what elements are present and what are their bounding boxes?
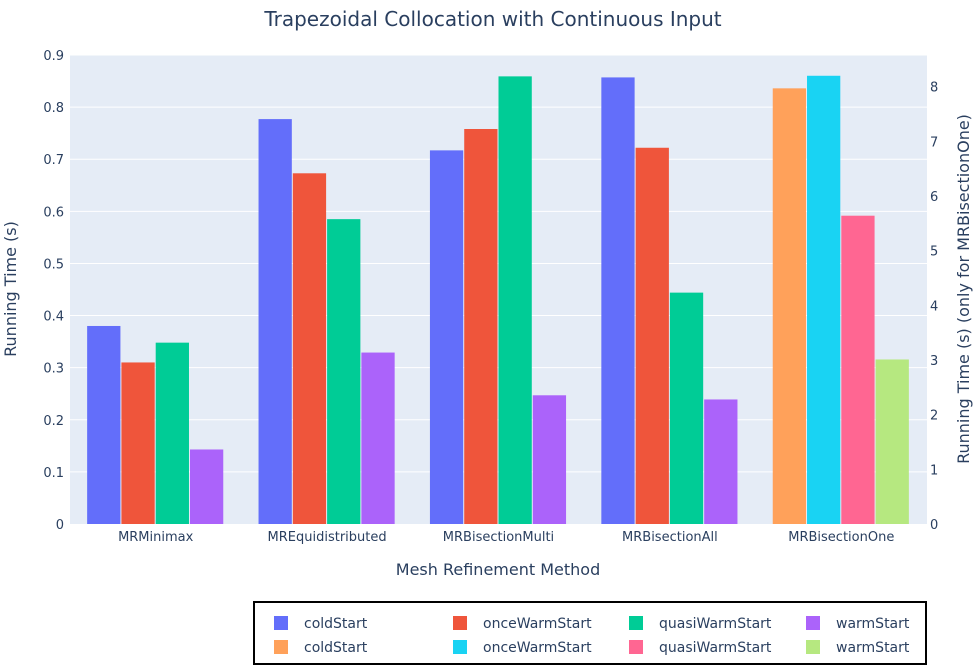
legend-item: onceWarmStart bbox=[453, 640, 592, 656]
bar-onceWarmStart-MRMinimax bbox=[121, 362, 155, 524]
legend-label: quasiWarmStart bbox=[659, 616, 772, 632]
y2-axis-title: Running Time (s) (only for MRBisectionOn… bbox=[954, 114, 973, 464]
y2-tick-label: 5 bbox=[930, 245, 938, 260]
y2-tick-label: 0 bbox=[930, 518, 938, 533]
bar-coldStart-MRBisectionMulti bbox=[429, 150, 464, 524]
legend-label: warmStart bbox=[836, 640, 910, 656]
bars bbox=[87, 75, 909, 525]
legend-item: warmStart bbox=[806, 640, 910, 656]
bar-onceWarmStart-MRBisectionOne bbox=[807, 75, 841, 525]
legend-item: quasiWarmStart bbox=[629, 640, 772, 656]
legend-swatch bbox=[806, 616, 820, 630]
bar-onceWarmStart-MRBisectionMulti bbox=[464, 128, 498, 524]
legend-label: coldStart bbox=[304, 640, 368, 656]
legend-swatch bbox=[806, 640, 820, 654]
y-tick-label: 0.9 bbox=[43, 49, 64, 64]
legend-swatch bbox=[629, 640, 643, 654]
y-tick-label: 0.6 bbox=[43, 205, 64, 220]
x-tick-label: MRMinimax bbox=[118, 530, 194, 545]
y2-tick-label: 6 bbox=[930, 190, 938, 205]
y2-tick-label: 3 bbox=[930, 354, 938, 369]
bar-onceWarmStart-MRBisectionAll bbox=[635, 147, 669, 524]
bar-onceWarmStart-MREquidistributed bbox=[292, 173, 327, 524]
legend-label: warmStart bbox=[836, 616, 910, 632]
y-tick-label: 0.7 bbox=[43, 153, 64, 168]
x-axis-title: Mesh Refinement Method bbox=[396, 560, 600, 579]
legend-swatch bbox=[274, 640, 288, 654]
y-tick-label: 0.3 bbox=[43, 362, 64, 377]
legend-label: onceWarmStart bbox=[483, 616, 592, 632]
y-tick-label: 0.5 bbox=[43, 257, 64, 272]
bar-warmStart-MRBisectionOne bbox=[875, 359, 909, 524]
legend: coldStart onceWarmStart quasiWarmStart warm… bbox=[253, 601, 927, 665]
bar-coldStart-MREquidistributed bbox=[258, 119, 292, 524]
bar-coldStart-MRBisectionOne bbox=[772, 88, 807, 525]
bar-coldStart-MRMinimax bbox=[87, 325, 121, 524]
bar-quasiWarmStart-MRBisectionOne bbox=[841, 215, 875, 524]
bar-warmStart-MRBisectionMulti bbox=[532, 395, 567, 524]
legend-swatch bbox=[453, 616, 467, 630]
legend-swatch bbox=[274, 616, 288, 630]
legend-item: warmStart bbox=[806, 616, 910, 632]
y-axis-ticks: 0 0.1 0.2 0.3 0.4 0.5 0.6 0.7 0.8 0.9 bbox=[43, 49, 64, 533]
bar-quasiWarmStart-MREquidistributed bbox=[327, 219, 361, 524]
bar-quasiWarmStart-MRMinimax bbox=[155, 342, 189, 524]
y-axis-title: Running Time (s) bbox=[1, 221, 20, 357]
legend-swatch bbox=[629, 616, 643, 630]
y-tick-label: 0 bbox=[56, 518, 64, 533]
y-tick-label: 0.8 bbox=[43, 101, 64, 116]
chart-title: Trapezoidal Collocation with Continuous … bbox=[263, 7, 721, 31]
bar-quasiWarmStart-MRBisectionAll bbox=[669, 292, 704, 524]
bar-warmStart-MRBisectionAll bbox=[704, 399, 738, 524]
bar-warmStart-MREquidistributed bbox=[361, 352, 395, 524]
legend-label: quasiWarmStart bbox=[659, 640, 772, 656]
legend-swatch bbox=[453, 640, 467, 654]
y2-tick-label: 4 bbox=[930, 299, 938, 314]
y-tick-label: 0.2 bbox=[43, 414, 64, 429]
legend-label: onceWarmStart bbox=[483, 640, 592, 656]
legend-item: coldStart bbox=[274, 640, 368, 656]
y2-axis-ticks: 0 1 2 3 4 5 6 7 8 bbox=[930, 81, 938, 533]
legend-item: quasiWarmStart bbox=[629, 616, 772, 632]
legend-label: coldStart bbox=[304, 616, 368, 632]
legend-item: coldStart bbox=[274, 616, 368, 632]
bar-quasiWarmStart-MRBisectionMulti bbox=[498, 76, 532, 525]
x-tick-label: MREquidistributed bbox=[268, 530, 387, 545]
y2-tick-label: 1 bbox=[930, 463, 938, 478]
y2-tick-label: 7 bbox=[930, 135, 938, 150]
bar-coldStart-MRBisectionAll bbox=[601, 77, 635, 524]
y2-tick-label: 2 bbox=[930, 409, 938, 424]
y-tick-label: 0.4 bbox=[43, 310, 64, 325]
x-tick-label: MRBisectionAll bbox=[622, 530, 718, 545]
legend-item: onceWarmStart bbox=[453, 616, 592, 632]
x-tick-label: MRBisectionMulti bbox=[443, 530, 554, 545]
y2-tick-label: 8 bbox=[930, 81, 938, 96]
x-tick-label: MRBisectionOne bbox=[788, 530, 894, 545]
y-tick-label: 0.1 bbox=[43, 466, 64, 481]
x-axis-ticks: MRMinimax MREquidistributed MRBisectionMul… bbox=[118, 530, 894, 545]
bar-warmStart-MRMinimax bbox=[189, 449, 224, 524]
